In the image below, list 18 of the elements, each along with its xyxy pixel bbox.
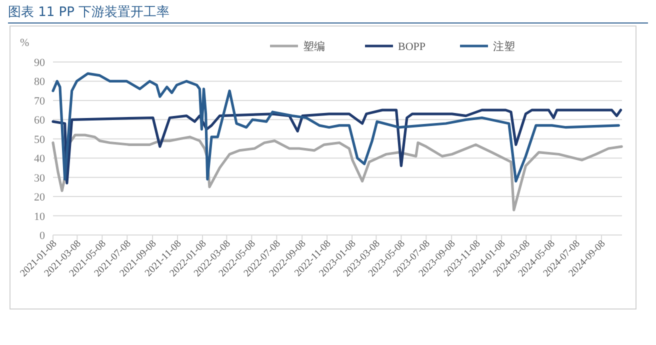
y-tick-label: 50 <box>34 134 46 146</box>
y-tick-label: 60 <box>34 114 46 127</box>
y-tick-label: 10 <box>34 210 46 223</box>
y-tick-label: 70 <box>34 95 46 108</box>
y-tick-label: 0 <box>40 230 46 242</box>
chart-title: 图表 11 PP 下游装置开工率 <box>8 4 170 20</box>
y-tick-label: 40 <box>34 153 46 166</box>
line-series <box>52 72 620 182</box>
y-axis-title: % <box>20 37 30 49</box>
y-tick-label: 30 <box>34 172 46 184</box>
y-tick-label: 80 <box>34 76 46 88</box>
line-series <box>52 108 622 184</box>
legend-label: 塑编 <box>303 40 325 53</box>
legend-label: 注塑 <box>493 40 515 53</box>
y-tick-label: 20 <box>34 192 46 204</box>
line-series <box>52 134 623 212</box>
legend-label: BOPP <box>398 41 426 53</box>
y-tick-label: 90 <box>34 57 46 69</box>
